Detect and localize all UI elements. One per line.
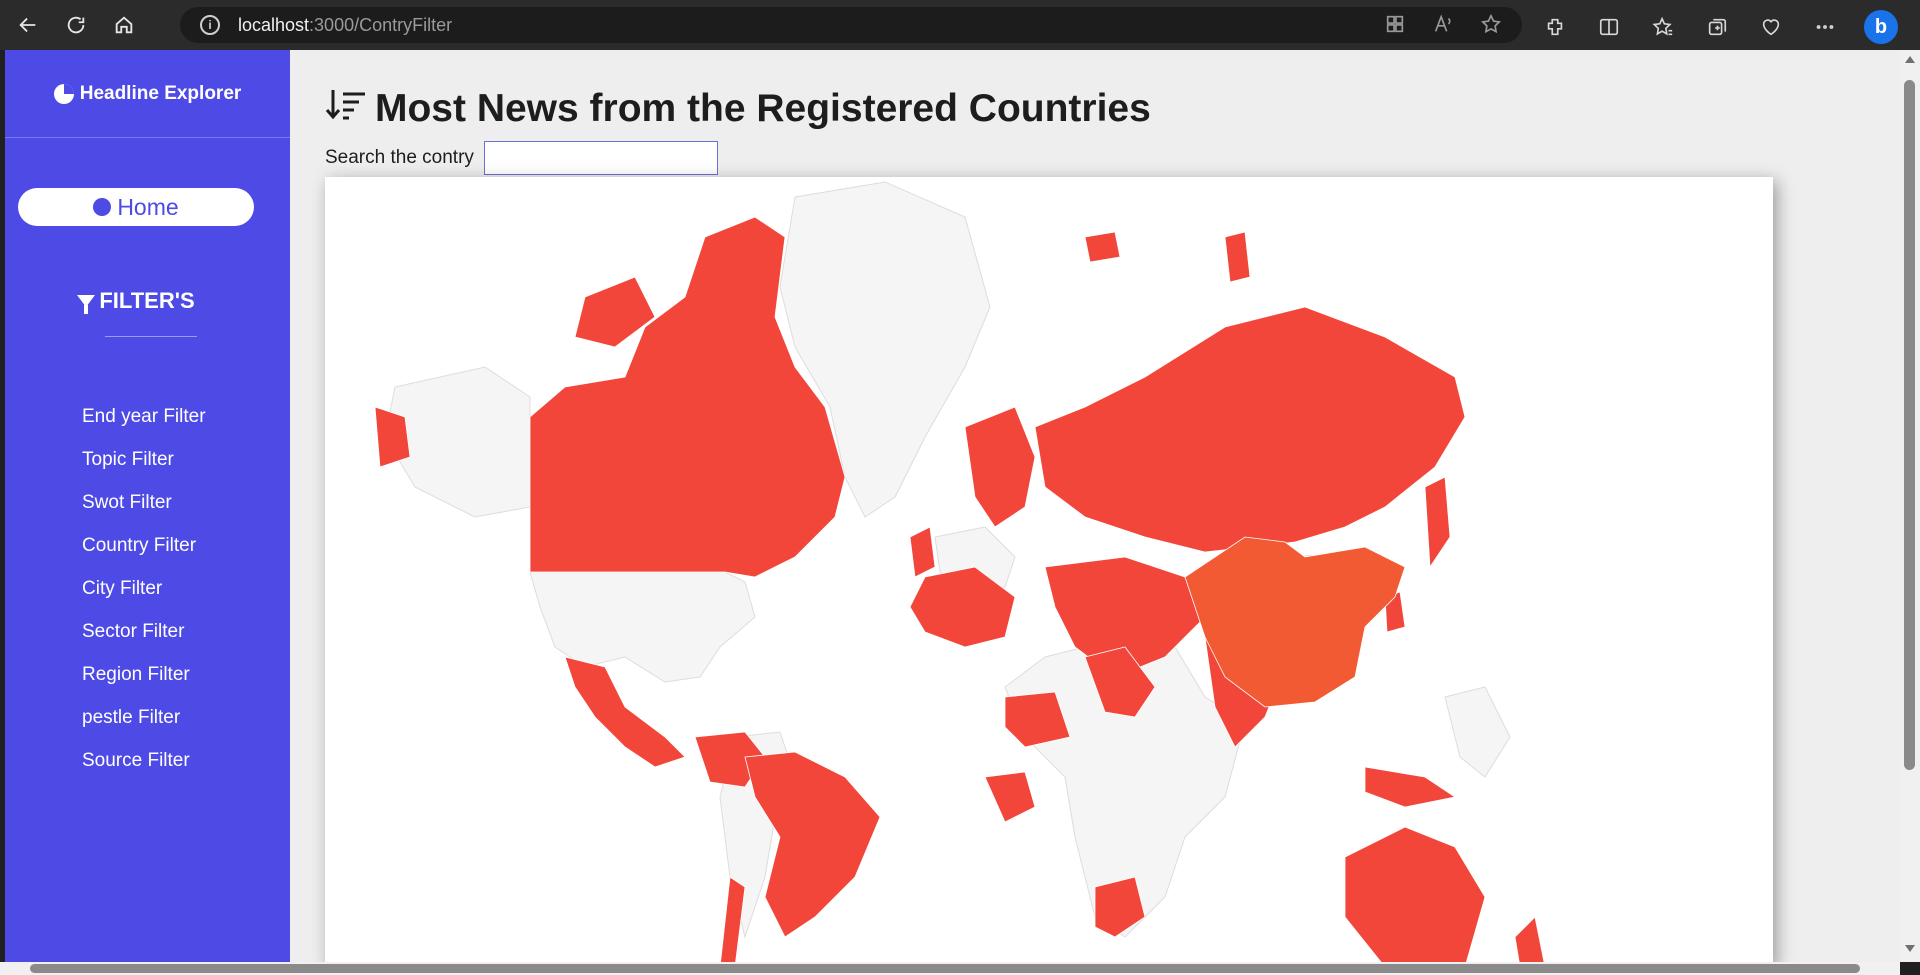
brand-title: Headline Explorer <box>79 82 242 104</box>
country-australia <box>1344 826 1486 962</box>
country-japan <box>1424 476 1451 569</box>
sidebar-item-source[interactable]: Source Filter <box>82 750 190 771</box>
sidebar-item-pestle[interactable]: pestle Filter <box>82 707 181 728</box>
country-africa <box>1004 636 1246 938</box>
country-alaska-tip <box>374 406 411 468</box>
world-map-card <box>325 177 1773 962</box>
country-usa <box>529 571 756 683</box>
country-greenland <box>779 181 991 518</box>
browser-toolbar: i localhost:3000/ContryFilter b <box>0 0 1920 50</box>
sidebar-item-swot[interactable]: Swot Filter <box>82 492 172 513</box>
filters-heading: FILTER'S <box>5 288 267 314</box>
funnel-icon <box>77 295 96 314</box>
refresh-icon[interactable] <box>56 5 96 45</box>
sort-descending-icon <box>325 86 367 132</box>
favorites-icon[interactable] <box>1648 12 1678 42</box>
sidebar: Headline Explorer Home FILTER'S End year… <box>5 50 290 962</box>
filters-heading-text: FILTER'S <box>99 288 195 313</box>
country-new-zealand <box>1514 916 1545 962</box>
country-chile <box>720 876 746 962</box>
country-western-europe <box>909 566 1016 648</box>
country-canada <box>529 216 846 578</box>
country-svalbard <box>1084 231 1121 263</box>
collections-icon[interactable] <box>1702 12 1732 42</box>
country-search-input[interactable] <box>483 141 718 175</box>
url-host: localhost <box>238 14 310 35</box>
horizontal-scroll-thumb[interactable] <box>30 964 1860 973</box>
country-middle-east <box>1044 556 1206 678</box>
country-franz-josef <box>1224 231 1251 283</box>
country-scandinavia <box>964 406 1036 528</box>
brand[interactable]: Headline Explorer <box>5 50 290 138</box>
page-title: Most News from the Registered Countries <box>325 86 1151 132</box>
main-content: Most News from the Registered Countries … <box>290 50 1900 962</box>
app-available-icon[interactable] <box>1384 13 1406 35</box>
url-path: :3000/ContryFilter <box>309 14 453 35</box>
country-libya <box>1004 691 1071 748</box>
home-nav-icon[interactable] <box>104 5 144 45</box>
sidebar-item-country[interactable]: Country Filter <box>82 535 197 556</box>
pie-chart-icon <box>53 83 74 104</box>
address-bar[interactable]: i localhost:3000/ContryFilter <box>180 7 1522 43</box>
scroll-down-icon[interactable] <box>1905 945 1915 952</box>
scroll-up-icon[interactable] <box>1905 56 1915 63</box>
sidebar-item-city[interactable]: City Filter <box>82 578 163 599</box>
country-indonesia <box>1364 766 1457 808</box>
sidebar-item-region[interactable]: Region Filter <box>82 664 190 685</box>
vertical-scroll-thumb[interactable] <box>1904 80 1915 770</box>
sidebar-item-end-year[interactable]: End year Filter <box>82 406 206 427</box>
country-canada-islands <box>574 276 656 348</box>
vertical-scrollbar[interactable] <box>1900 50 1920 962</box>
country-brazil <box>744 751 881 938</box>
country-south-africa <box>1094 876 1146 938</box>
more-options-icon[interactable] <box>1810 12 1840 42</box>
back-icon[interactable] <box>8 5 48 45</box>
country-saudi-arabia <box>1084 646 1156 718</box>
home-label: Home <box>117 193 179 220</box>
horizontal-scrollbar[interactable] <box>0 962 1900 975</box>
country-nigeria <box>984 771 1036 823</box>
site-info-icon[interactable]: i <box>200 15 220 35</box>
browser-essentials-icon[interactable] <box>1756 12 1786 42</box>
divider <box>105 336 197 337</box>
country-russia <box>1034 306 1466 553</box>
filter-list: End year Filter Topic Filter Swot Filter… <box>82 395 206 782</box>
read-aloud-icon[interactable] <box>1432 13 1454 35</box>
page-title-text: Most News from the Registered Countries <box>375 87 1151 130</box>
home-button[interactable]: Home <box>18 188 254 226</box>
sidebar-item-topic[interactable]: Topic Filter <box>82 449 174 470</box>
world-map <box>374 181 1545 962</box>
favorite-star-icon[interactable] <box>1480 13 1502 35</box>
country-china <box>1184 536 1406 708</box>
country-se-asia <box>1444 686 1511 778</box>
country-uk <box>909 526 936 578</box>
bing-copilot-icon[interactable]: b <box>1864 10 1898 44</box>
split-screen-icon[interactable] <box>1594 12 1624 42</box>
extensions-icon[interactable] <box>1540 12 1570 42</box>
globe-icon <box>93 198 112 216</box>
search-label: Search the contry <box>325 147 474 168</box>
sidebar-item-sector[interactable]: Sector Filter <box>82 621 185 642</box>
search-row: Search the contry <box>325 141 718 175</box>
country-mexico <box>564 656 686 768</box>
page-viewport: Headline Explorer Home FILTER'S End year… <box>5 50 1900 962</box>
